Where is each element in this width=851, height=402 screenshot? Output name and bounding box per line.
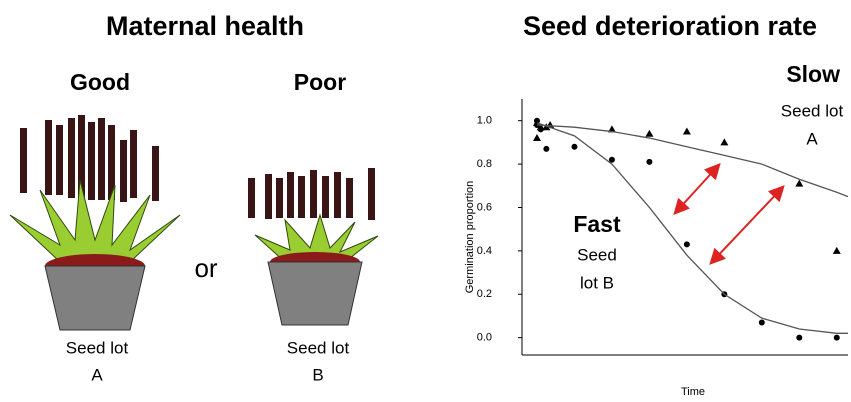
point-circle <box>608 156 615 163</box>
y-axis-label: Germination proportion <box>464 181 476 294</box>
lot-a-label: Seed lot <box>66 338 129 357</box>
point-triangle <box>720 138 729 146</box>
plant-good <box>9 115 181 331</box>
good-label: Good <box>70 69 130 95</box>
y-tick-label: 0.8 <box>477 158 492 170</box>
point-circle <box>683 241 690 248</box>
x-axis-label: Time <box>681 386 705 398</box>
poor-label: Poor <box>294 69 346 95</box>
chart-title: Seed deterioration rate <box>523 11 817 41</box>
point-circle <box>646 158 653 165</box>
or-label: or <box>194 253 217 283</box>
y-tick-label: 0.0 <box>477 332 492 344</box>
point-triangle <box>795 179 804 187</box>
annotation: Slow <box>786 61 840 87</box>
point-triangle <box>645 129 654 137</box>
point-circle <box>543 145 550 152</box>
point-circle <box>758 319 765 326</box>
annotation: lot B <box>580 273 614 292</box>
point-circle <box>796 334 803 341</box>
y-tick-label: 0.6 <box>477 201 492 213</box>
difference-arrow <box>673 163 721 215</box>
fit-curve <box>536 124 849 198</box>
point-triangle <box>607 125 616 133</box>
point-circle <box>571 143 578 150</box>
point-triangle <box>532 134 541 142</box>
point-circle <box>833 334 840 341</box>
annotation: A <box>806 129 818 148</box>
annotation: Seed <box>577 245 617 264</box>
illustration-title: Maternal health <box>106 11 304 41</box>
annotation: Seed lot <box>781 101 844 120</box>
lot-b-label: B <box>312 365 323 384</box>
annotation: Fast <box>573 211 621 237</box>
y-tick-label: 1.0 <box>477 115 492 127</box>
point-triangle <box>682 127 691 135</box>
point-triangle <box>832 246 841 254</box>
y-tick-label: 0.4 <box>477 245 492 257</box>
point-circle <box>537 126 544 133</box>
fit-curve <box>536 122 848 334</box>
difference-arrow <box>709 185 785 265</box>
lot-b-label: Seed lot <box>287 338 350 357</box>
plant-poor <box>248 168 379 326</box>
point-circle <box>533 117 540 124</box>
y-tick-label: 0.2 <box>477 288 492 300</box>
lot-a-label: A <box>91 365 103 384</box>
